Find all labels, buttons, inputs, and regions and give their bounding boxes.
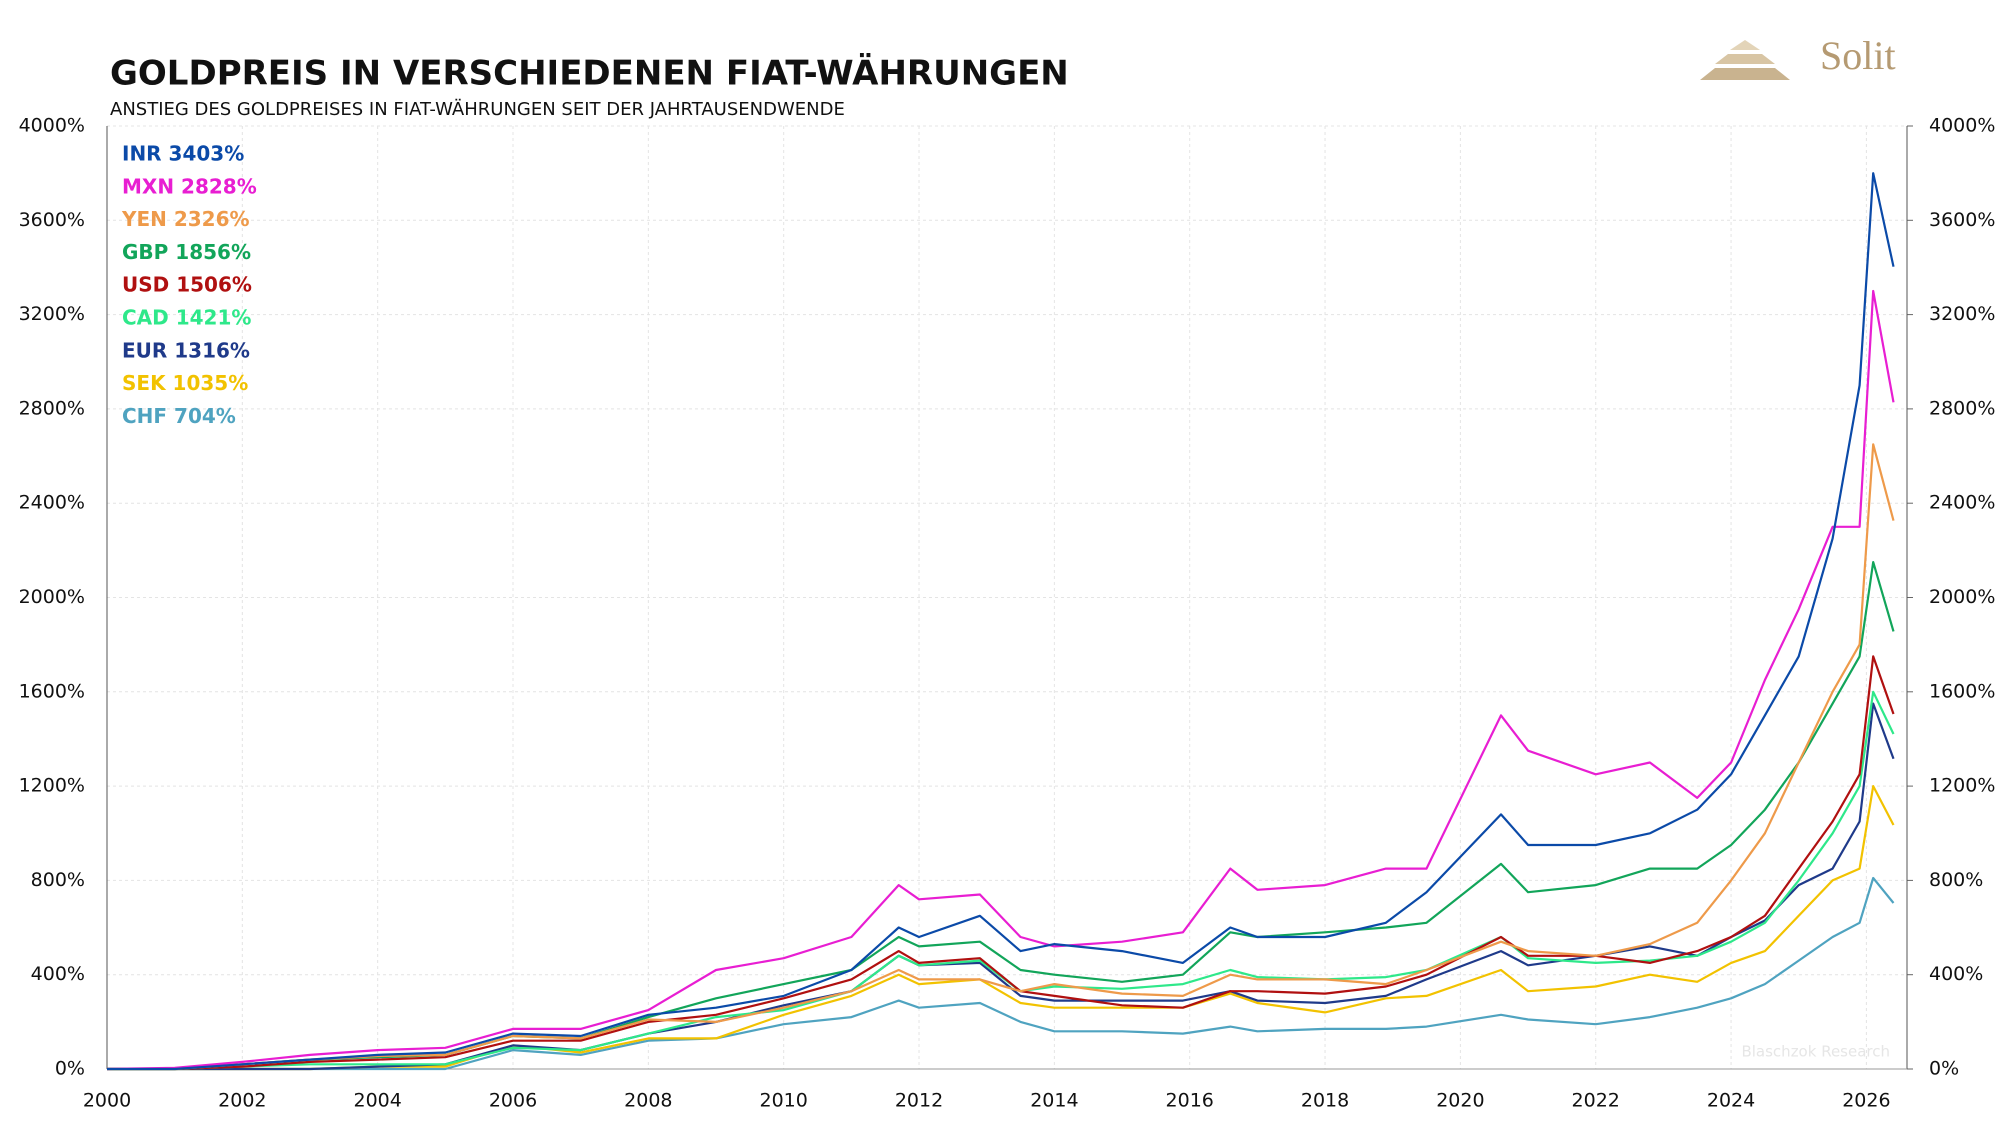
y2-tick-label: 800% bbox=[1929, 869, 1983, 891]
y-tick-label: 3600% bbox=[19, 209, 85, 231]
y-tick-label: 2800% bbox=[19, 397, 85, 419]
logo: Solit bbox=[1700, 33, 1896, 80]
y-tick-label: 1200% bbox=[19, 775, 85, 797]
y-tick-label: 2000% bbox=[19, 586, 85, 608]
legend-label: EUR 1316% bbox=[122, 338, 250, 362]
series-line bbox=[106, 289, 1895, 1071]
x-tick-label: 2008 bbox=[624, 1090, 672, 1112]
legend-label: YEN 2326% bbox=[121, 207, 250, 231]
series-line bbox=[107, 655, 1895, 1071]
legend-label: INR 3403% bbox=[122, 142, 244, 166]
y2-tick-label: 3200% bbox=[1929, 303, 1995, 325]
series-line bbox=[107, 443, 1895, 1071]
x-tick-label: 2002 bbox=[218, 1090, 266, 1112]
y2-tick-label: 1200% bbox=[1929, 775, 1995, 797]
y2-tick-label: 2400% bbox=[1929, 492, 1995, 514]
x-tick-label: 2006 bbox=[489, 1090, 537, 1112]
x-tick-label: 2026 bbox=[1842, 1090, 1890, 1112]
y-tick-label: 0% bbox=[55, 1058, 85, 1080]
chart-title: GOLDPREIS IN VERSCHIEDENEN FIAT-WÄHRUNGE… bbox=[110, 53, 1069, 94]
x-tick-label: 2014 bbox=[1030, 1090, 1078, 1112]
x-tick-label: 2010 bbox=[760, 1090, 808, 1112]
legend-label: CAD 1421% bbox=[122, 306, 251, 330]
logo-text: Solit bbox=[1820, 33, 1896, 78]
y-tick-label: 800% bbox=[31, 869, 85, 891]
y2-tick-label: 2000% bbox=[1929, 586, 1995, 608]
series-line bbox=[107, 702, 1895, 1071]
series-line bbox=[107, 785, 1895, 1071]
x-tick-label: 2018 bbox=[1301, 1090, 1349, 1112]
x-tick-label: 2024 bbox=[1707, 1090, 1755, 1112]
legend-label: GBP 1856% bbox=[122, 240, 251, 264]
legend-label: MXN 2828% bbox=[122, 174, 257, 198]
series-line bbox=[107, 172, 1895, 1071]
y-tick-label: 3200% bbox=[19, 303, 85, 325]
y-tick-label: 2400% bbox=[19, 492, 85, 514]
legend-label: SEK 1035% bbox=[122, 371, 248, 395]
y2-tick-label: 3600% bbox=[1929, 209, 1995, 231]
chart-subtitle: ANSTIEG DES GOLDPREISES IN FIAT-WÄHRUNGE… bbox=[110, 99, 845, 120]
x-tick-label: 2004 bbox=[353, 1090, 401, 1112]
series-line bbox=[107, 876, 1895, 1071]
y2-tick-label: 400% bbox=[1929, 963, 1983, 985]
x-tick-label: 2000 bbox=[83, 1090, 131, 1112]
series-line bbox=[107, 561, 1895, 1071]
x-tick-label: 2022 bbox=[1572, 1090, 1620, 1112]
legend-label: USD 1506% bbox=[122, 273, 252, 297]
y2-tick-label: 2800% bbox=[1929, 397, 1995, 419]
y2-tick-label: 0% bbox=[1929, 1058, 1959, 1080]
y2-tick-label: 4000% bbox=[1929, 115, 1995, 137]
series-line bbox=[107, 690, 1895, 1071]
y-tick-label: 400% bbox=[31, 963, 85, 985]
y-tick-label: 1600% bbox=[19, 680, 85, 702]
watermark: Blaschzok Research bbox=[1741, 1043, 1890, 1061]
legend-label: CHF 704% bbox=[122, 404, 236, 428]
y-tick-label: 4000% bbox=[19, 115, 85, 137]
x-tick-label: 2020 bbox=[1436, 1090, 1484, 1112]
y2-tick-label: 1600% bbox=[1929, 680, 1995, 702]
x-tick-label: 2012 bbox=[895, 1090, 943, 1112]
x-tick-label: 2016 bbox=[1166, 1090, 1214, 1112]
